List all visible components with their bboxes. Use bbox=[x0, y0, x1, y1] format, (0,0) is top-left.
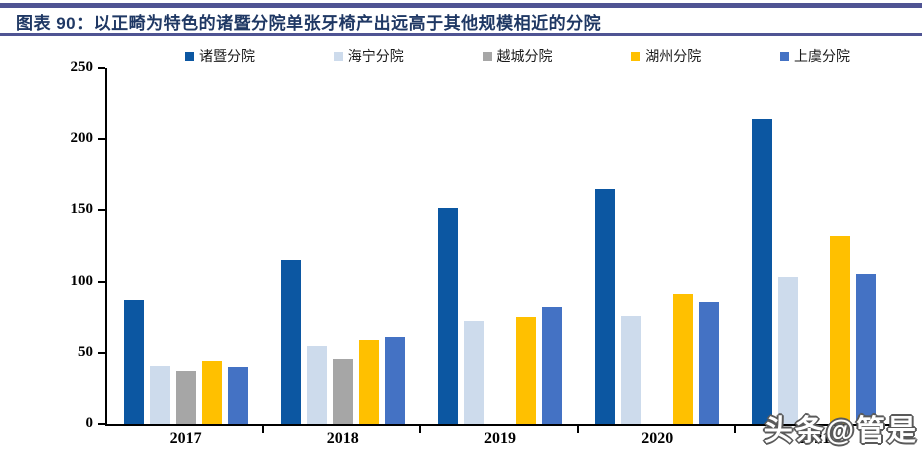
bar-slot bbox=[280, 68, 301, 424]
bar-slot bbox=[149, 68, 170, 424]
legend-label: 湖州分院 bbox=[645, 48, 702, 64]
y-axis-tick bbox=[98, 280, 105, 283]
bar-group-2018 bbox=[264, 68, 421, 424]
bar-上虞分院-2021 bbox=[856, 274, 877, 424]
bar-group-2021 bbox=[736, 68, 893, 424]
x-axis-label-2021: 2021 bbox=[798, 430, 831, 447]
legend-item-zhuji: 诸暨分院 bbox=[185, 46, 255, 66]
bar-slot bbox=[541, 68, 562, 424]
y-axis-tick-label: 0 bbox=[85, 415, 94, 431]
bar-上虞分院-2019 bbox=[541, 307, 562, 424]
bar-group-2019 bbox=[421, 68, 578, 424]
bar-上虞分院-2020 bbox=[699, 301, 720, 424]
legend-label: 越城分院 bbox=[496, 48, 553, 64]
bar-诸暨分院-2017 bbox=[123, 300, 144, 424]
bar-slot bbox=[463, 68, 484, 424]
y-axis-tick bbox=[98, 67, 105, 69]
bar-slot bbox=[227, 68, 248, 424]
bar-诸暨分院-2020 bbox=[595, 189, 616, 424]
figure-title: 图表 90：以正畸为特色的诸暨分院单张牙椅产出远高于其他规模相近的分院 bbox=[16, 14, 602, 33]
legend-label: 海宁分院 bbox=[347, 48, 404, 64]
chart-legend: 诸暨分院 海宁分院 越城分院 湖州分院 上虞分院 bbox=[185, 47, 850, 65]
x-axis-tick bbox=[733, 426, 736, 433]
x-axis-tick bbox=[891, 426, 893, 433]
bar-slot bbox=[437, 68, 458, 424]
bar-湖州分院-2021 bbox=[830, 236, 851, 424]
legend-item-yuecheng: 越城分院 bbox=[482, 46, 553, 66]
x-axis-tick bbox=[262, 426, 265, 433]
header-bottom-rule bbox=[0, 33, 922, 36]
bar-越城分院-2018 bbox=[332, 358, 353, 424]
legend-label: 诸暨分院 bbox=[199, 48, 255, 64]
legend-item-shangyu: 上虞分院 bbox=[780, 46, 850, 66]
bar-group-2020 bbox=[579, 68, 736, 424]
bar-湖州分院-2019 bbox=[515, 317, 536, 424]
bar-海宁分院-2017 bbox=[149, 365, 170, 424]
bar-诸暨分院-2019 bbox=[437, 207, 458, 424]
bar-上虞分院-2017 bbox=[227, 367, 248, 424]
y-axis-tick bbox=[98, 209, 105, 212]
bar-slot bbox=[306, 68, 327, 424]
legend-swatch-icon bbox=[185, 51, 194, 61]
y-axis-tick-label: 50 bbox=[78, 343, 93, 360]
plot-area: 0 50 100 150 200 250 2017 2018 2019 2020 2021 bbox=[71, 60, 893, 447]
bar-slot bbox=[804, 68, 824, 424]
bar-slot bbox=[699, 68, 720, 424]
bar-湖州分院-2020 bbox=[673, 294, 694, 424]
bar-slot bbox=[358, 68, 379, 424]
watermark: 头条@管是 bbox=[763, 415, 918, 447]
bar-诸暨分院-2018 bbox=[280, 260, 301, 424]
x-axis-label-2020: 2020 bbox=[641, 430, 674, 447]
bar-诸暨分院-2021 bbox=[752, 119, 773, 424]
x-axis-tick bbox=[576, 426, 579, 433]
y-axis-tick-label: 250 bbox=[70, 59, 94, 75]
bar-湖州分院-2018 bbox=[358, 339, 379, 424]
y-axis-tick-label: 100 bbox=[70, 272, 94, 289]
legend-item-haining: 海宁分院 bbox=[333, 46, 404, 66]
bar-slot bbox=[752, 68, 773, 424]
y-axis-tick bbox=[98, 351, 105, 354]
bar-slot bbox=[830, 68, 851, 424]
bar-slot bbox=[201, 68, 222, 424]
legend-swatch-icon bbox=[780, 51, 789, 61]
x-axis-label-2018: 2018 bbox=[326, 430, 359, 447]
bar-slot bbox=[123, 68, 144, 424]
y-axis-tick bbox=[98, 138, 105, 141]
legend-label: 上虞分院 bbox=[794, 48, 850, 64]
bar-slot bbox=[673, 68, 694, 424]
x-axis-label-2019: 2019 bbox=[483, 430, 516, 447]
header-top-rule bbox=[0, 3, 922, 8]
bar-海宁分院-2020 bbox=[621, 315, 642, 424]
bar-海宁分院-2018 bbox=[306, 345, 327, 424]
legend-swatch-icon bbox=[333, 51, 343, 61]
y-axis-tick-label: 150 bbox=[70, 201, 94, 218]
bar-湖州分院-2017 bbox=[201, 361, 222, 424]
bar-slot bbox=[647, 68, 667, 424]
bar-slot bbox=[384, 68, 405, 424]
bar-越城分院-2017 bbox=[175, 371, 196, 424]
bar-slot bbox=[332, 68, 353, 424]
bar-slot bbox=[515, 68, 536, 424]
y-axis-tick bbox=[98, 423, 105, 425]
bar-slot bbox=[778, 68, 799, 424]
bar-海宁分院-2019 bbox=[463, 321, 484, 424]
legend-swatch-icon bbox=[631, 51, 641, 61]
x-axis-label-2017: 2017 bbox=[169, 430, 202, 447]
bar-slot bbox=[175, 68, 196, 424]
bar-slot bbox=[621, 68, 642, 424]
legend-swatch-icon bbox=[482, 51, 492, 61]
bar-slot bbox=[595, 68, 616, 424]
bar-group-2017 bbox=[107, 68, 264, 424]
x-axis-tick bbox=[419, 426, 422, 433]
bar-slot bbox=[856, 68, 877, 424]
bar-上虞分院-2018 bbox=[384, 337, 405, 424]
legend-item-huzhou: 湖州分院 bbox=[631, 46, 701, 66]
bar-海宁分院-2021 bbox=[778, 277, 799, 424]
y-axis-tick-label: 200 bbox=[70, 130, 94, 147]
bar-slot bbox=[490, 68, 510, 424]
